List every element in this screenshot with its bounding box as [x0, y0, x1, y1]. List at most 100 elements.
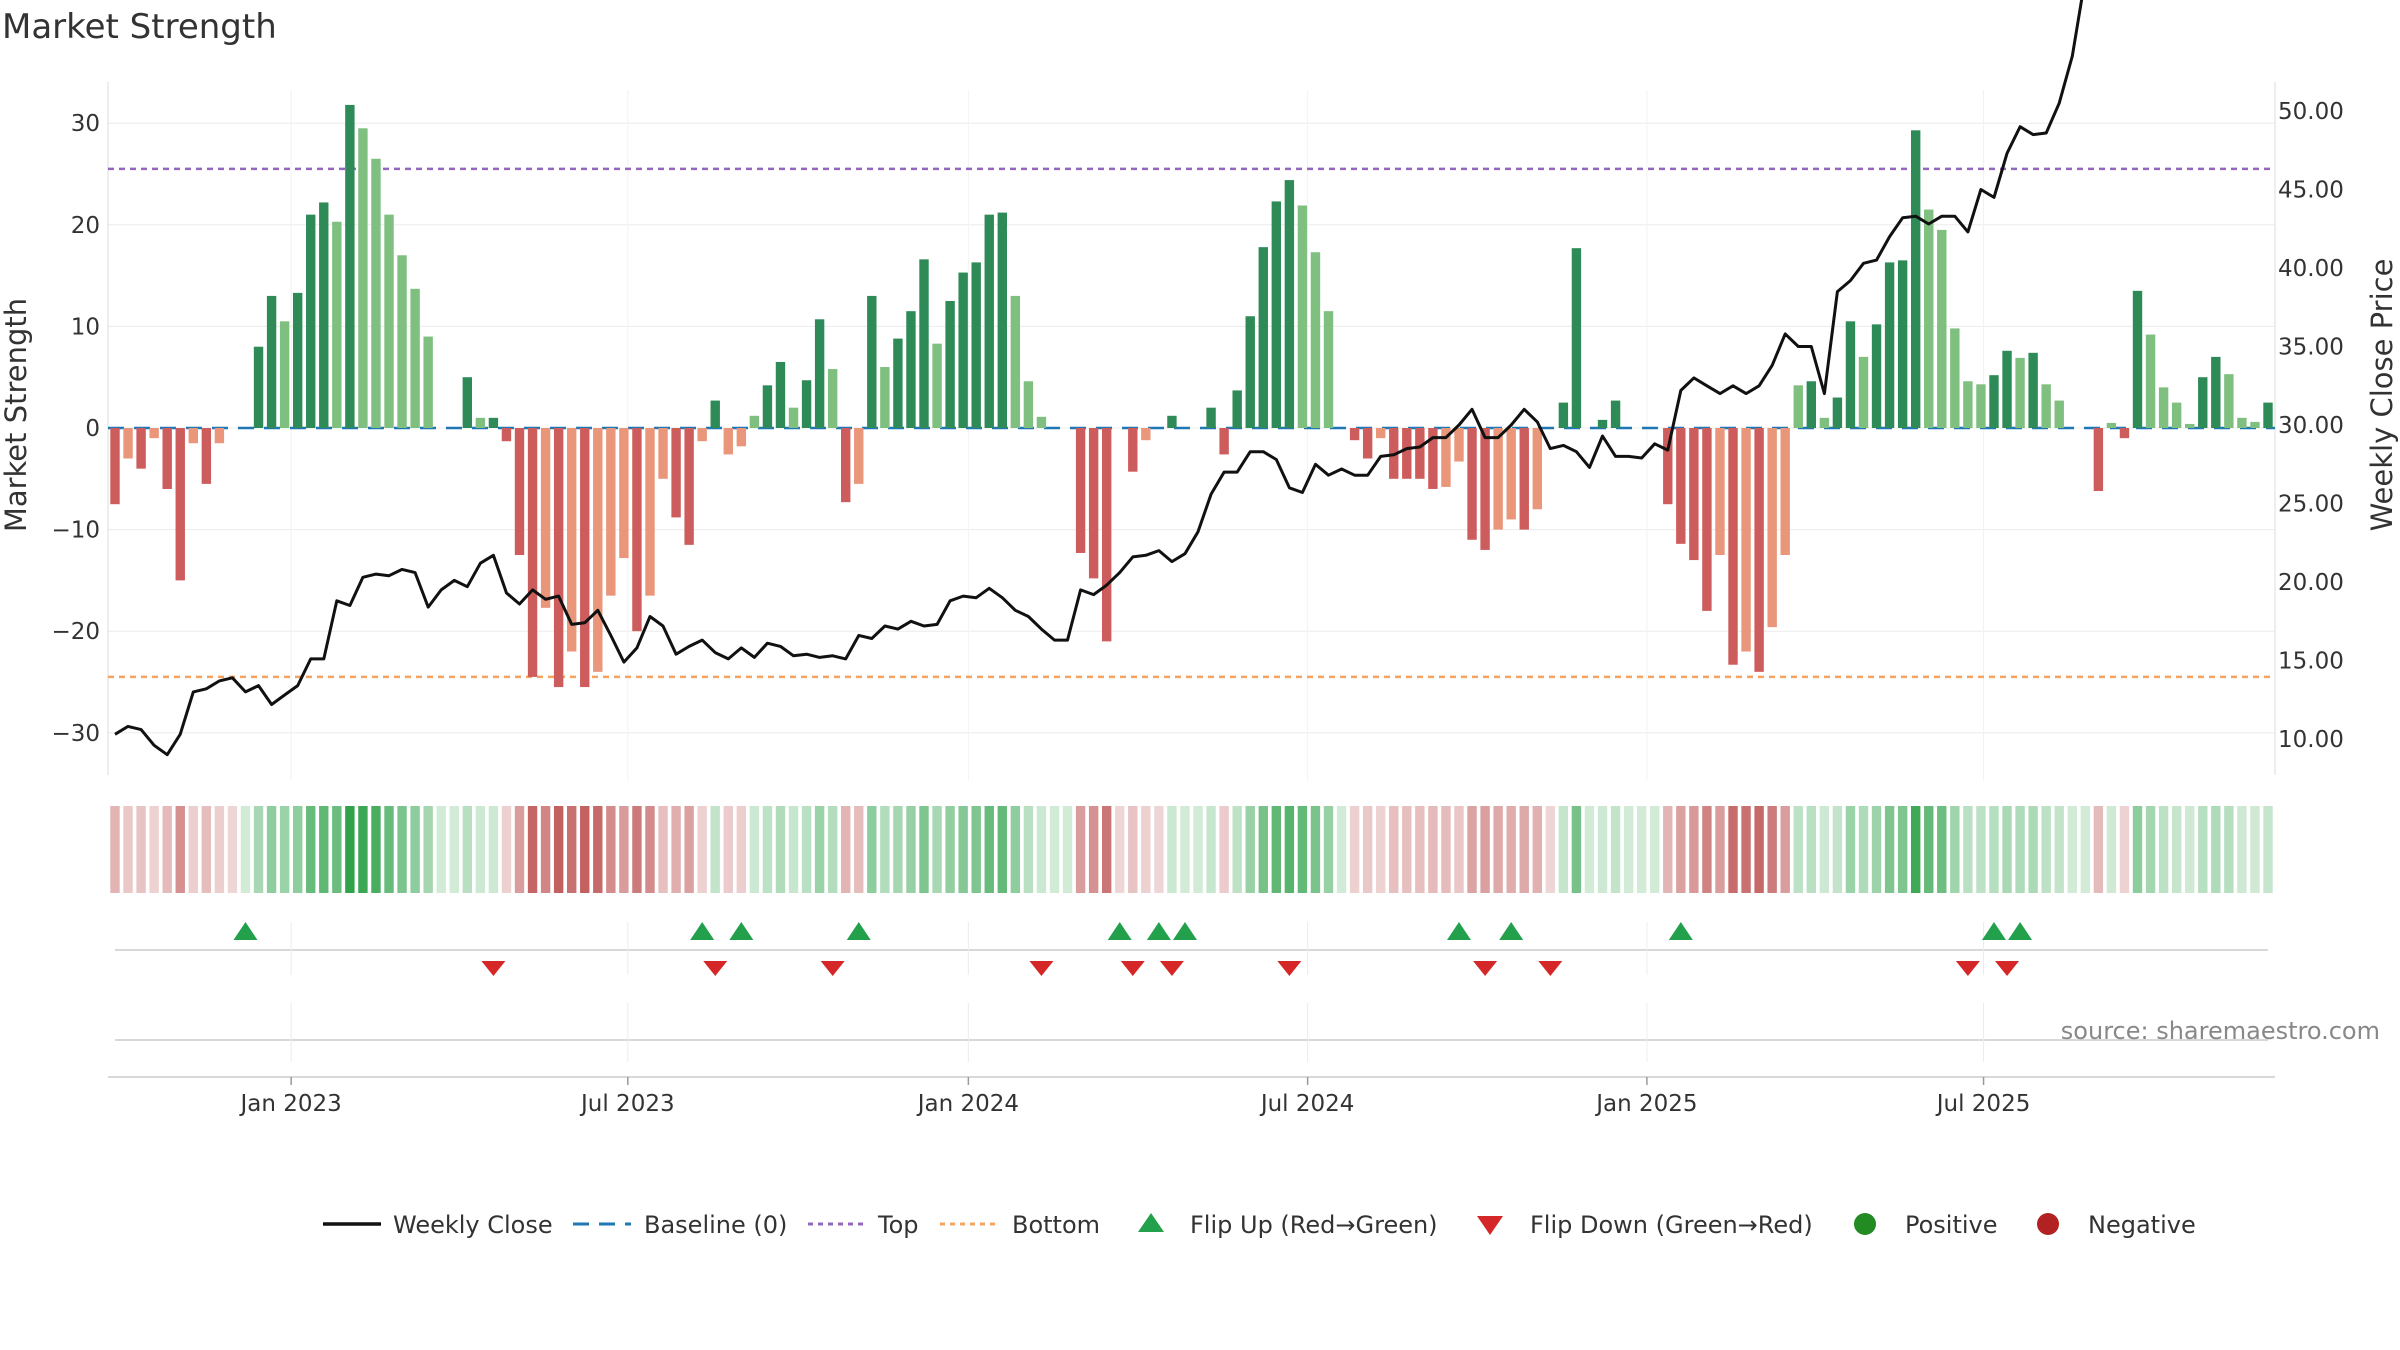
- strength-bar: [2145, 334, 2156, 428]
- strength-bar: [1349, 428, 1360, 441]
- strip-cell: [1245, 806, 1255, 893]
- strip-cell: [958, 806, 968, 893]
- strength-bar: [1884, 262, 1895, 428]
- strip-cell: [1062, 806, 1073, 893]
- strength-bar: [932, 343, 942, 428]
- flip-up-marker: [1981, 922, 2006, 940]
- legend-label: Baseline (0): [644, 1211, 787, 1239]
- x-tick-label: Jan 2024: [916, 1091, 1019, 1117]
- flip-up-marker: [1146, 922, 1171, 940]
- strength-bar: [332, 221, 342, 428]
- legend-label: Flip Down (Green→Red): [1530, 1211, 1813, 1239]
- strip-cell: [1206, 806, 1216, 893]
- strength-bar: [136, 428, 146, 469]
- strength-bar: [1910, 130, 1921, 428]
- strip-cell: [749, 806, 760, 893]
- strength-bar: [1362, 428, 1373, 459]
- strip-cell: [932, 806, 942, 893]
- strength-bar: [2198, 377, 2208, 428]
- right-tick-label: 15.00: [2278, 649, 2344, 675]
- strength-bar: [606, 428, 616, 596]
- strength-bar: [1741, 428, 1751, 652]
- strength-bar: [1597, 419, 1608, 428]
- strength-bar: [1402, 428, 1412, 479]
- strip-cell: [1845, 806, 1856, 893]
- strength-bar: [945, 301, 955, 428]
- strength-bar: [527, 428, 538, 677]
- strip-cell: [1950, 806, 1960, 893]
- strength-bar: [645, 428, 655, 596]
- strip-cell: [945, 806, 955, 893]
- strength-bar: [580, 428, 590, 688]
- strip-cell: [253, 806, 264, 893]
- flip-down-marker: [1159, 961, 1184, 976]
- strip-cell: [1415, 806, 1425, 893]
- strip-cell: [1754, 806, 1764, 893]
- strength-bar: [514, 428, 525, 555]
- legend-swatch-flip-up: [1138, 1213, 1164, 1232]
- strength-bar: [1441, 428, 1451, 487]
- strip-cell: [997, 806, 1007, 893]
- strength-bar: [1219, 428, 1229, 455]
- strength-bar: [775, 361, 786, 428]
- strip-cell: [2054, 806, 2064, 893]
- strip-cell: [1441, 806, 1451, 893]
- strip-cell: [1428, 806, 1438, 893]
- strip-cell: [1049, 806, 1060, 893]
- right-tick-label: 35.00: [2278, 335, 2344, 361]
- strength-bar: [1297, 205, 1308, 428]
- strip-cell: [1115, 806, 1125, 893]
- legend-label: Negative: [2088, 1211, 2196, 1239]
- strip-cell: [1663, 806, 1673, 893]
- strength-bar: [841, 428, 851, 503]
- left-tick-label: −10: [51, 518, 100, 544]
- flip-up-marker: [846, 922, 871, 940]
- strip-cell: [462, 806, 473, 893]
- strength-bar: [358, 128, 368, 428]
- x-tick-label: Jul 2024: [1259, 1091, 1355, 1117]
- strip-cell: [358, 806, 368, 893]
- flip-down-marker: [1473, 961, 1498, 976]
- strip-cell: [1871, 806, 1882, 893]
- strength-bar: [984, 214, 994, 428]
- strength-bar: [553, 428, 564, 688]
- legend-item: Weekly Close: [323, 1211, 553, 1239]
- strip-cell: [1284, 806, 1295, 893]
- flip-up-marker: [1172, 922, 1197, 940]
- strength-bar: [880, 367, 890, 428]
- strength-bar: [1676, 428, 1686, 544]
- strip-cell: [1884, 806, 1895, 893]
- strip-cell: [449, 806, 459, 893]
- strip-cell: [2067, 806, 2077, 893]
- strength-bar: [1415, 428, 1425, 479]
- strip-cell: [1558, 806, 1569, 893]
- flip-up-marker: [1499, 922, 1524, 940]
- strength-heat-strip: [110, 806, 2273, 893]
- strength-bar: [1832, 397, 1843, 428]
- strip-cell: [645, 806, 655, 893]
- strength-bar: [2237, 417, 2247, 428]
- strip-cell: [123, 806, 133, 893]
- strip-cell: [1780, 806, 1790, 893]
- strip-cell: [279, 806, 290, 893]
- strength-bar: [854, 428, 864, 484]
- strip-cell: [1154, 806, 1164, 893]
- strip-cell: [1193, 806, 1203, 893]
- strength-bar: [319, 202, 329, 428]
- flip-up-marker: [233, 922, 258, 940]
- strength-bar: [1702, 428, 1712, 611]
- legend-swatch-circle: [1854, 1213, 1876, 1235]
- strength-bar: [488, 417, 499, 428]
- strip-cell: [527, 806, 538, 893]
- strength-bar: [827, 369, 838, 428]
- strip-cell: [266, 806, 277, 893]
- strip-cell: [319, 806, 329, 893]
- strength-bar: [958, 272, 968, 428]
- right-tick-label: 30.00: [2278, 413, 2344, 439]
- strength-bar: [2028, 352, 2038, 428]
- strip-cell: [736, 806, 747, 893]
- strength-bar: [1454, 428, 1464, 462]
- strip-cell: [1180, 806, 1190, 893]
- strip-cell: [580, 806, 590, 893]
